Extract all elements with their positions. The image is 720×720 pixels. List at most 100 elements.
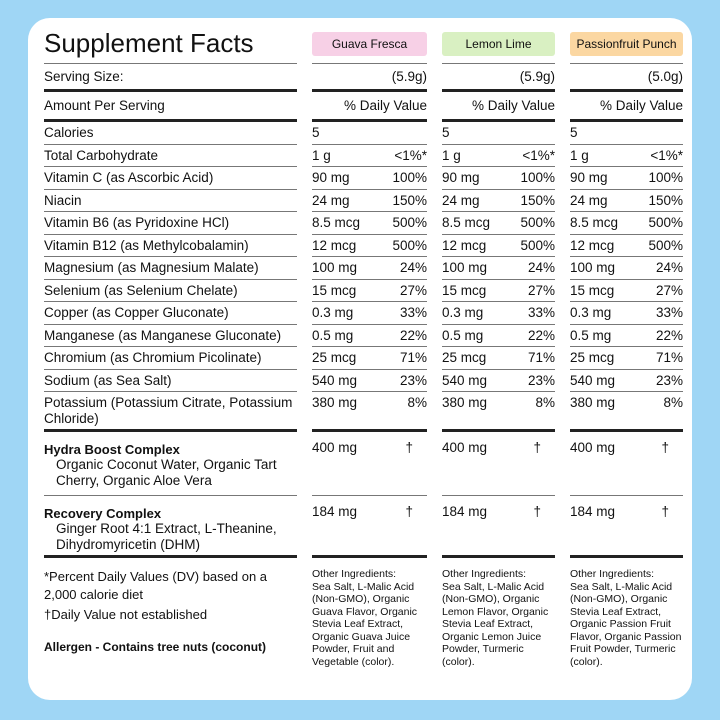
daily-value: 500%	[520, 237, 555, 253]
nutrient-name: Vitamin C (as Ascorbic Acid)	[44, 167, 297, 190]
nutrient-cell: 90 mg 100%	[442, 167, 555, 190]
nutrient-cell: 540 mg 23%	[312, 370, 427, 392]
nutrient-cell: 24 mg 150%	[442, 190, 555, 212]
daily-value: 27%	[655, 282, 683, 298]
amount: 90 mg	[442, 170, 480, 186]
nutrient-name: Niacin	[44, 190, 297, 212]
amount: 0.3 mg	[570, 305, 612, 321]
nutrient-cell: 0.3 mg 33%	[312, 302, 427, 325]
daily-value: 33%	[527, 305, 555, 321]
amount: 15 mcg	[442, 282, 487, 298]
daily-value: 100%	[648, 170, 683, 186]
other-ingredients: Other Ingredients: Sea Salt, L-Malic Acid…	[570, 558, 683, 683]
daily-value: 22%	[655, 327, 683, 343]
daily-value: 150%	[392, 192, 427, 208]
amount: 8.5 mcg	[312, 215, 361, 231]
amount: 540 mg	[442, 372, 488, 388]
daily-value: 100%	[392, 170, 427, 186]
amount: 12 mcg	[570, 237, 615, 253]
blend-cell: 184 mg †	[312, 496, 427, 558]
amount: 100 mg	[570, 260, 616, 276]
daily-value: 24%	[399, 260, 427, 276]
nutrient-name: Magnesium (as Magnesium Malate)	[44, 257, 297, 280]
amount: 380 mg	[442, 395, 488, 410]
other-ingredients: Other Ingredients: Sea Salt, L-Malic Acid…	[312, 558, 427, 683]
daily-value: 150%	[520, 192, 555, 208]
daily-value: 71%	[655, 350, 683, 366]
footnote: *Percent Daily Values (DV) based on a 2,…	[44, 569, 268, 602]
nutrient-name: Copper (as Copper Gluconate)	[44, 302, 297, 325]
amount: 24 mg	[442, 192, 480, 208]
nutrient-name: Selenium (as Selenium Chelate)	[44, 280, 297, 302]
other-text: Sea Salt, L-Malic Acid (Non-GMO), Organi…	[570, 580, 682, 668]
daily-value: 71%	[527, 350, 555, 366]
nutrient-cell: 8.5 mcg 500%	[570, 212, 683, 235]
daily-value: 22%	[527, 327, 555, 343]
footnotes: *Percent Daily Values (DV) based on a 2,…	[44, 558, 297, 683]
daily-value: 100%	[520, 170, 555, 186]
amount: 0.5 mg	[312, 327, 354, 343]
nutrient-cell: 380 mg 8%	[442, 392, 555, 432]
amount: 1 g	[570, 147, 589, 163]
daily-value: 500%	[648, 215, 683, 231]
amount: 184 mg	[312, 504, 358, 519]
amount: 8.5 mcg	[570, 215, 619, 231]
daily-value: 23%	[527, 372, 555, 388]
daily-value: 500%	[392, 215, 427, 231]
amount: 0.5 mg	[570, 327, 612, 343]
amount: 5	[442, 125, 450, 141]
serving-cell: (5.9g)	[442, 64, 555, 92]
amount: 8.5 mcg	[442, 215, 491, 231]
other-ingredients: Other Ingredients: Sea Salt, L-Malic Acid…	[442, 558, 555, 683]
daily-value: 23%	[655, 372, 683, 388]
flavor-header: Guava Fresca	[312, 24, 427, 64]
nutrient-cell: 1 g <1%*	[442, 145, 555, 167]
amount: 380 mg	[570, 395, 616, 410]
nutrient-cell: 5	[570, 122, 683, 145]
other-text: Sea Salt, L-Malic Acid (Non-GMO), Organi…	[442, 580, 549, 668]
blend-cell: 400 mg †	[442, 432, 555, 496]
amount: 15 mcg	[570, 282, 615, 298]
nutrient-cell: 12 mcg 500%	[312, 235, 427, 257]
daily-value: 27%	[399, 282, 427, 298]
nutrient-cell: 15 mcg 27%	[312, 280, 427, 302]
nutrient-cell: 1 g <1%*	[312, 145, 427, 167]
daily-value: 500%	[520, 215, 555, 231]
nutrient-cell: 380 mg 8%	[312, 392, 427, 432]
nutrient-name: Total Carbohydrate	[44, 145, 297, 167]
nutrient-cell: 100 mg 24%	[570, 257, 683, 280]
nutrient-cell: 380 mg 8%	[570, 392, 683, 432]
allergen: Allergen - Contains tree nuts (coconut)	[44, 640, 267, 654]
card: Supplement Facts Guava Fresca Lemon Lime Pa…	[28, 18, 692, 700]
amount: 100 mg	[442, 260, 488, 276]
daily-value: 23%	[399, 372, 427, 388]
amount: 400 mg	[312, 440, 358, 455]
nutrient-cell: 540 mg 23%	[442, 370, 555, 392]
dv-header: % Daily Value	[471, 98, 555, 113]
nutrient-name: Sodium (as Sea Salt)	[44, 370, 297, 392]
nutrient-cell: 25 mcg 71%	[570, 347, 683, 370]
nutrient-cell: 12 mcg 500%	[442, 235, 555, 257]
nutrient-name: Calories	[44, 122, 297, 145]
nutrient-cell: 5	[442, 122, 555, 145]
nutrient-cell: 540 mg 23%	[570, 370, 683, 392]
amount: 5	[570, 125, 578, 141]
nutrient-name: Chromium (as Chromium Picolinate)	[44, 347, 297, 370]
amount: 5	[312, 125, 320, 141]
nutrient-cell: 24 mg 150%	[312, 190, 427, 212]
nutrient-cell: 0.5 mg 22%	[312, 325, 427, 347]
amount: 90 mg	[570, 170, 608, 186]
amount: 0.5 mg	[442, 327, 484, 343]
amount: 540 mg	[570, 372, 616, 388]
amount: 12 mcg	[442, 237, 487, 253]
daily-value: †	[405, 440, 413, 455]
other-label: Other Ingredients:	[442, 568, 527, 580]
amount: 25 mcg	[442, 350, 487, 366]
amount-label: Amount Per Serving	[44, 92, 297, 122]
amount: 400 mg	[442, 440, 488, 455]
nutrient-cell: 100 mg 24%	[312, 257, 427, 280]
flavor-name: Lemon Lime	[442, 31, 555, 56]
nutrient-cell: 0.3 mg 33%	[442, 302, 555, 325]
serving-size: (5.9g)	[519, 69, 555, 84]
blend-cell: 184 mg †	[442, 496, 555, 558]
